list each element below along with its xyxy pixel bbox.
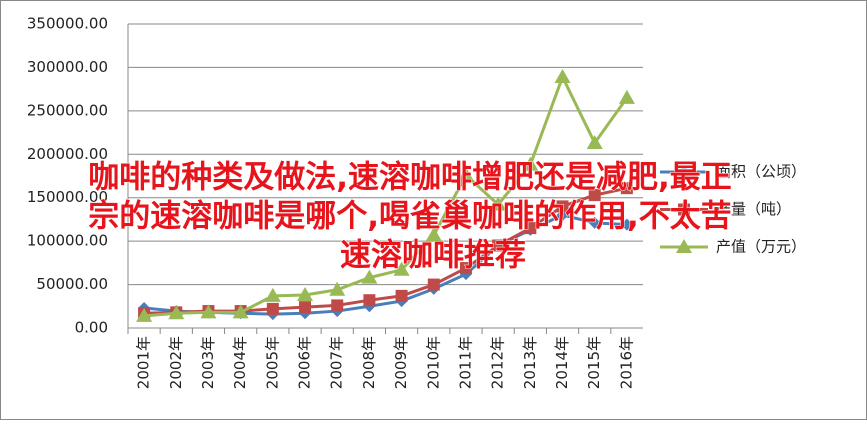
y-tick-label: 350000.00 [27, 15, 108, 33]
y-tick-label: 200000.00 [27, 145, 108, 163]
data-point [620, 182, 633, 195]
y-tick-label: 150000.00 [27, 188, 108, 206]
data-point [425, 227, 442, 242]
data-point [297, 286, 314, 301]
data-point [459, 262, 472, 275]
data-point [331, 299, 344, 312]
x-tick-label: 2012年 [489, 336, 507, 389]
x-tick-label: 2004年 [231, 336, 249, 389]
x-tick-label: 2008年 [360, 336, 378, 389]
legend-marker [676, 239, 692, 253]
x-tick-label: 2011年 [456, 336, 474, 389]
data-point [522, 156, 539, 171]
x-tick-label: 2013年 [521, 336, 539, 389]
x-tick-label: 2009年 [392, 336, 410, 389]
data-point [586, 134, 603, 149]
overlay-text: 速溶咖啡推荐 [340, 238, 526, 274]
data-point [393, 261, 410, 276]
y-tick-label: 50000.00 [36, 275, 108, 293]
data-point [427, 278, 440, 291]
legend-label: 产量（吨） [716, 200, 791, 218]
x-tick-label: 2010年 [424, 336, 442, 389]
data-point [554, 68, 571, 83]
data-point [618, 89, 635, 104]
data-point [200, 304, 217, 319]
data-point [490, 196, 507, 211]
data-point [363, 294, 376, 307]
legend-label: 产值（万元） [716, 238, 806, 256]
data-point [588, 216, 601, 229]
overlay-text: 宗的速溶咖啡是哪个,喝雀巢咖啡的作用,不太苦 [88, 199, 732, 235]
x-tick-label: 2007年 [328, 336, 346, 389]
x-tick-label: 2005年 [263, 336, 281, 389]
data-point [620, 218, 633, 231]
x-tick-label: 2002年 [167, 336, 185, 389]
legend-marker [678, 166, 690, 178]
y-tick-label: 0.00 [75, 319, 108, 337]
data-point [299, 301, 312, 314]
data-point [232, 304, 249, 319]
data-point [266, 302, 279, 315]
data-point [168, 305, 185, 320]
y-tick-label: 300000.00 [27, 58, 108, 76]
data-point [492, 239, 505, 252]
x-tick-label: 2003年 [199, 336, 217, 389]
data-point [136, 307, 153, 322]
data-point [395, 289, 408, 302]
series-line [143, 73, 629, 318]
data-point [524, 222, 537, 235]
x-tick-label: 2014年 [553, 336, 571, 389]
y-tick-label: 250000.00 [27, 101, 108, 119]
data-point [457, 167, 474, 182]
data-point [556, 200, 569, 213]
legend-marker [678, 203, 690, 216]
x-tick-label: 2016年 [617, 336, 635, 389]
x-tick-label: 2006年 [296, 336, 314, 389]
data-point [361, 269, 378, 284]
legend-label: 面积（公顷） [716, 163, 806, 181]
overlay-text: 咖啡的种类及做法,速溶咖啡增肥还是减肥,最正 [88, 160, 732, 196]
x-tick-label: 2015年 [585, 336, 603, 389]
x-tick-label: 2001年 [135, 336, 153, 389]
data-point [329, 281, 346, 296]
data-point [588, 189, 601, 202]
data-point [264, 287, 281, 302]
y-tick-label: 100000.00 [27, 232, 108, 250]
